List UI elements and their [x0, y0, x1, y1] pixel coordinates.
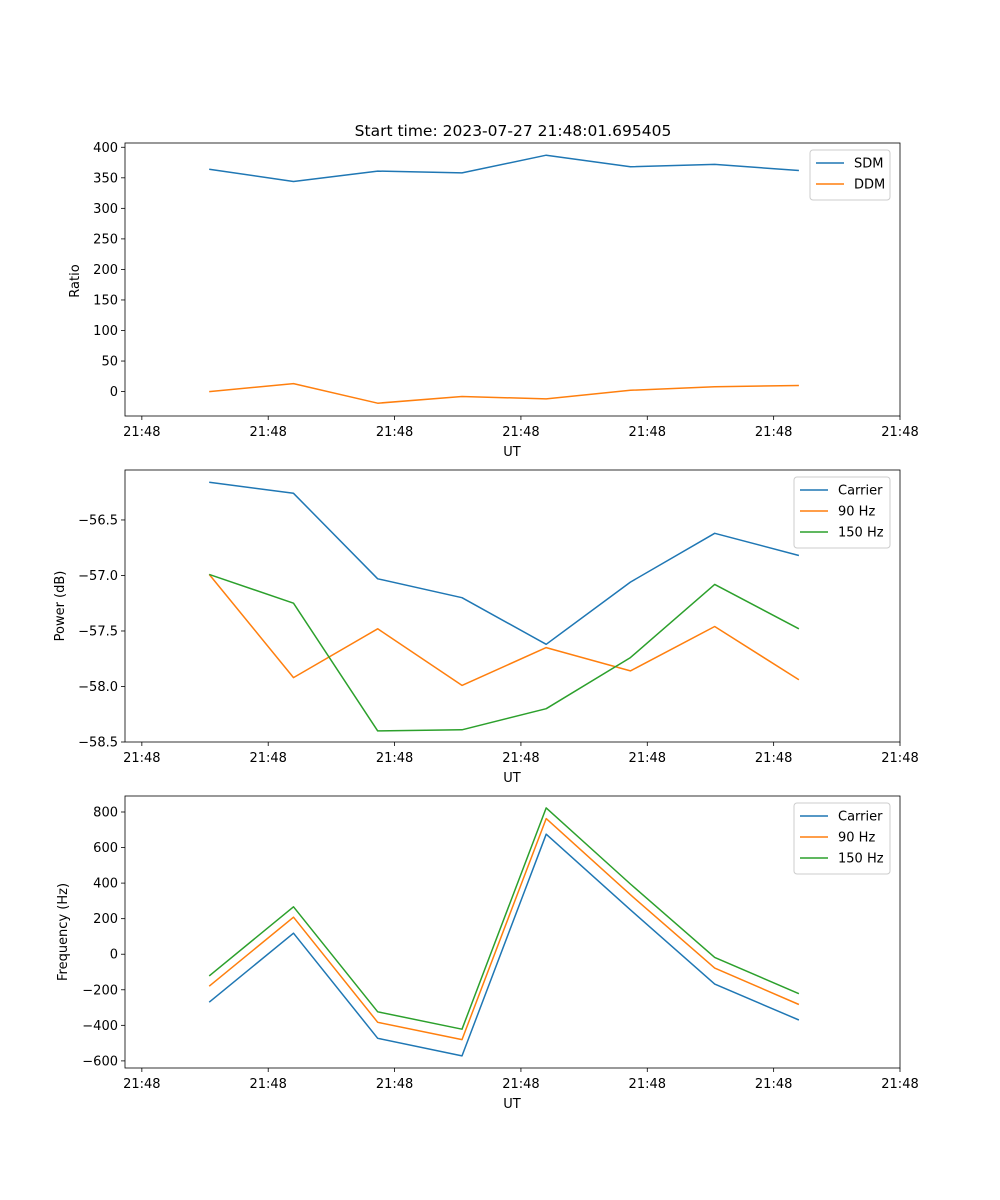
y-tick-label: −58.5 [78, 736, 118, 751]
series-line-ddm [209, 382, 799, 404]
legend-label: 150 Hz [838, 852, 884, 867]
legend-box [793, 802, 891, 875]
x-tick-label: 21:48 [249, 1077, 286, 1092]
x-tick-label: 21:48 [376, 751, 413, 766]
y-tick-label: −400 [82, 1019, 118, 1034]
y-tick-label: 200 [93, 263, 118, 278]
x-tick-label: 21:48 [881, 425, 918, 440]
x-tick-label: 21:48 [249, 751, 286, 766]
x-tick-label: 21:48 [249, 425, 286, 440]
y-tick-label: −200 [82, 983, 118, 998]
x-tick-label: 21:48 [502, 425, 539, 440]
power-panel: UT Power (dB) 21:48 21:48 21:48 21:48 21:48 2… [53, 469, 919, 786]
y-tick-label: 0 [110, 385, 118, 400]
series-line-150-hz [208, 573, 800, 732]
x-tick-label: 21:48 [755, 751, 792, 766]
legend-label: SDM [854, 157, 883, 172]
axes-frame [124, 795, 901, 1069]
ratio-panel: Start time: 2023-07-27 21:48:01.695405 U… [68, 122, 919, 460]
x-tick-label: 21:48 [123, 1077, 160, 1092]
x-tick-label: 21:48 [376, 425, 413, 440]
y-tick-label: 0 [110, 948, 118, 963]
y-tick-label: 600 [93, 841, 118, 856]
y-tick-label: −57.5 [78, 624, 118, 639]
y-tick-label: 300 [93, 202, 118, 217]
y-tick-label: 350 [93, 171, 118, 186]
legend-label: DDM [854, 178, 885, 193]
x-tick-label: 21:48 [881, 1077, 918, 1092]
x-tick-label: 21:48 [755, 425, 792, 440]
y-tick-label: 400 [93, 141, 118, 156]
y-tick-label: 800 [93, 806, 118, 821]
y-tick-label: 100 [93, 324, 118, 339]
legend-box [793, 476, 891, 549]
x-tick-label: 21:48 [629, 751, 666, 766]
series-line-90-hz [208, 817, 800, 1041]
y-axis-label: Frequency (Hz) [56, 883, 71, 981]
axes-frame [124, 142, 901, 417]
frequency-panel: UT Frequency (Hz) 21:48 21:48 21:48 21:48 21… [56, 795, 919, 1112]
x-tick-label: 21:48 [629, 1077, 666, 1092]
y-axis-label: Ratio [68, 264, 83, 297]
y-tick-label: 200 [93, 912, 118, 927]
legend-label: Carrier [838, 810, 883, 825]
x-tick-label: 21:48 [629, 425, 666, 440]
series-line-90-hz [208, 573, 800, 687]
chart-title: Start time: 2023-07-27 21:48:01.695405 [355, 122, 672, 140]
x-tick-label: 21:48 [502, 1077, 539, 1092]
x-tick-label: 21:48 [755, 1077, 792, 1092]
legend-label: 90 Hz [838, 505, 875, 520]
x-tick-label: 21:48 [123, 751, 160, 766]
x-tick-label: 21:48 [123, 425, 160, 440]
series-line-carrier [209, 481, 800, 646]
y-axis-label: Power (dB) [53, 571, 68, 642]
y-tick-label: −58.0 [78, 680, 118, 695]
series-line-carrier [208, 833, 800, 1057]
x-tick-label: 21:48 [376, 1077, 413, 1092]
y-tick-label: −57.0 [78, 569, 118, 584]
y-tick-label: −56.5 [78, 513, 118, 528]
axes-frame [124, 469, 901, 743]
x-axis-label: UT [503, 1097, 521, 1112]
y-tick-label: 250 [93, 232, 118, 247]
legend-label: 150 Hz [838, 526, 884, 541]
x-axis-label: UT [503, 771, 521, 786]
y-tick-label: −600 [82, 1054, 118, 1069]
y-tick-label: 400 [93, 877, 118, 892]
y-tick-label: 50 [101, 355, 118, 370]
series-line-150-hz [208, 807, 800, 1030]
legend-label: Carrier [838, 484, 883, 499]
x-tick-label: 21:48 [881, 751, 918, 766]
legend-label: 90 Hz [838, 831, 875, 846]
x-axis-label: UT [503, 445, 521, 460]
y-tick-label: 150 [93, 293, 118, 308]
x-tick-label: 21:48 [502, 751, 539, 766]
series-line-sdm [209, 154, 799, 183]
